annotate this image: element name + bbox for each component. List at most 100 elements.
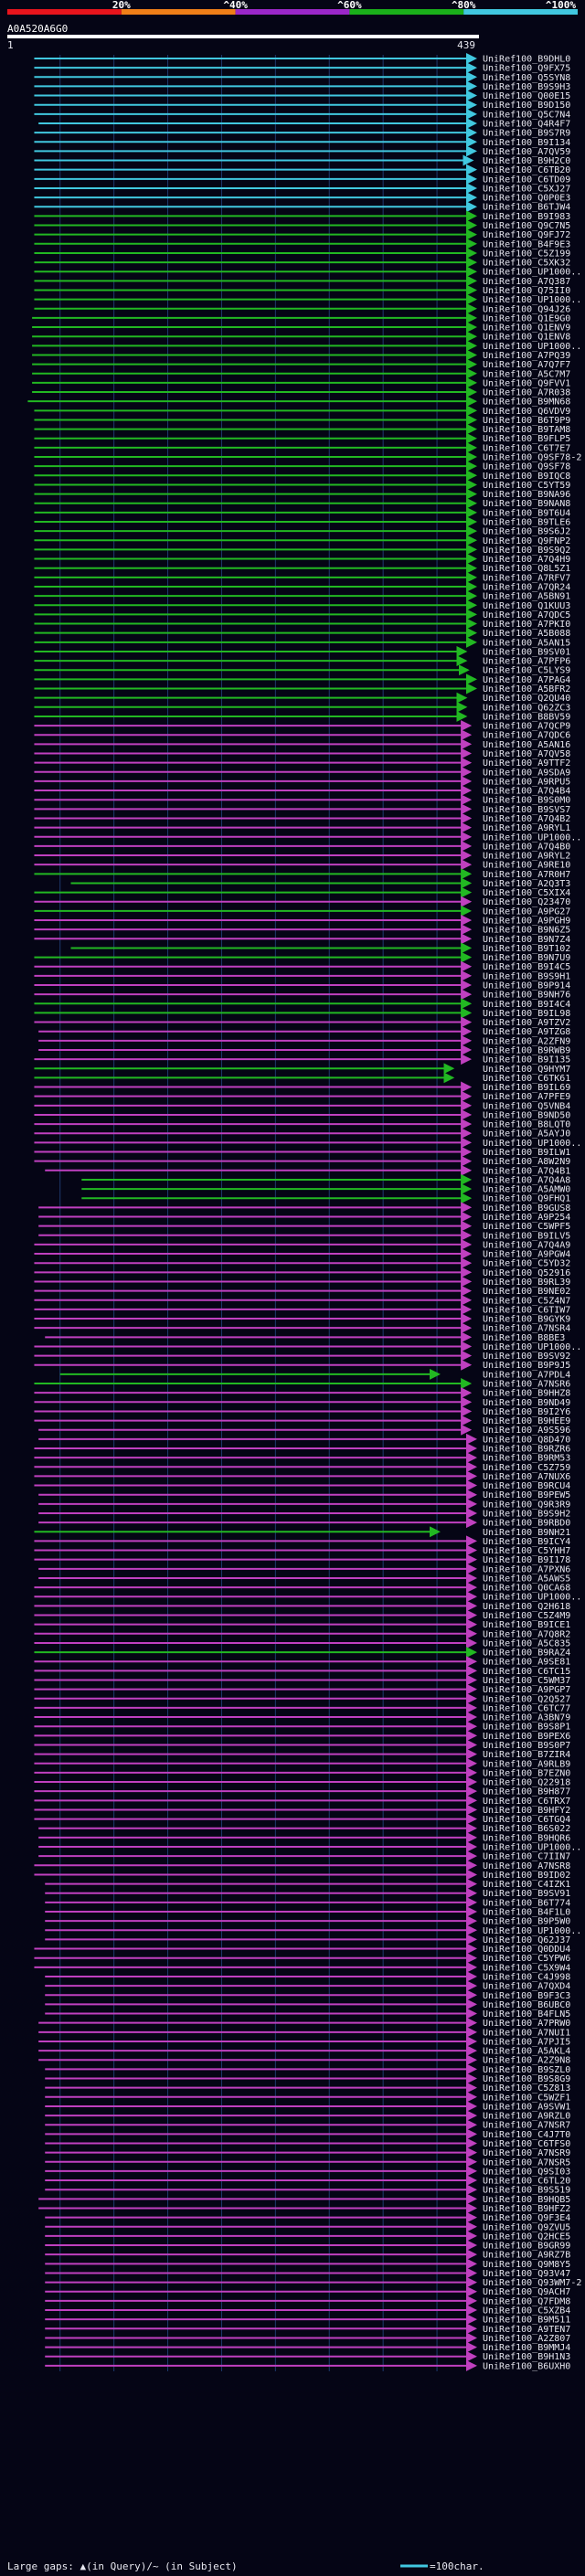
hit-label[interactable]: UniRef100_B9NA96	[483, 490, 570, 500]
hit-label[interactable]: UniRef100_Q9FHQ1	[483, 1194, 570, 1204]
hit-row[interactable]: UniRef100_B9S9H3	[34, 80, 570, 92]
hit-row[interactable]: UniRef100_B9M511	[45, 2314, 570, 2326]
hit-label[interactable]: UniRef100_A7PRW0	[483, 2019, 570, 2029]
hit-label[interactable]: UniRef100_Q9FJ72	[483, 230, 570, 240]
hit-label[interactable]: UniRef100_C6TC77	[483, 1703, 570, 1713]
hit-label[interactable]: UniRef100_B9H877	[483, 1787, 570, 1797]
hit-label[interactable]: UniRef100_A9SVW1	[483, 2102, 570, 2112]
hit-row[interactable]: UniRef100_B9HQB5	[38, 2193, 570, 2205]
hit-label[interactable]: UniRef100_Q9M8Y5	[483, 2260, 570, 2270]
hit-row[interactable]: UniRef100_A9PGW4	[34, 1248, 570, 1260]
hit-row[interactable]: UniRef100_Q9FVV1	[32, 376, 570, 388]
hit-row[interactable]: UniRef100_A9RZL0	[45, 2110, 570, 2122]
hit-label[interactable]: UniRef100_B9S8P1	[483, 1723, 570, 1733]
hit-label[interactable]: UniRef100_Q1ENV8	[483, 333, 570, 343]
hit-label[interactable]: UniRef100_B9NH21	[483, 1528, 570, 1538]
hit-label[interactable]: UniRef100_B9N7Z4	[483, 935, 570, 945]
hit-row[interactable]: UniRef100_Q5C7N4	[34, 108, 570, 120]
hit-label[interactable]: UniRef100_B9GR99	[483, 2242, 570, 2252]
hit-label[interactable]: UniRef100_B9HEE9	[483, 1416, 570, 1426]
hit-row[interactable]: UniRef100_A9RZ7B	[45, 2249, 570, 2261]
hit-label[interactable]: UniRef100_B7EZN0	[483, 1768, 570, 1778]
hit-row[interactable]: UniRef100_B9ILV5	[38, 1229, 570, 1241]
hit-row[interactable]: UniRef100_A9PGP7	[34, 1683, 570, 1695]
hit-row[interactable]: UniRef100_B4F9E3	[34, 238, 570, 249]
hit-row[interactable]: UniRef100_A7PAG4	[34, 673, 570, 685]
hit-label[interactable]: UniRef100_B9ILV5	[483, 1231, 570, 1241]
hit-row[interactable]: UniRef100_B9ICY4	[34, 1535, 570, 1547]
hit-row[interactable]: UniRef100_B9NAN8	[34, 497, 570, 509]
hit-row[interactable]: UniRef100_A9SVW1	[45, 2100, 570, 2112]
hit-label[interactable]: UniRef100_B9M511	[483, 2316, 570, 2326]
hit-row[interactable]: UniRef100_A7R0H7	[34, 868, 570, 880]
hit-label[interactable]: UniRef100_B9RBD0	[483, 1519, 570, 1529]
hit-label[interactable]: UniRef100_A5BN91	[483, 592, 570, 602]
hit-row[interactable]: UniRef100_Q9FJ72	[34, 228, 570, 240]
hit-label[interactable]: UniRef100_A9RLB9	[483, 1759, 570, 1769]
hit-label[interactable]: UniRef100_C5XK32	[483, 259, 570, 269]
hit-row[interactable]: UniRef100_A7QCP9	[34, 720, 570, 732]
hit-row[interactable]: UniRef100_Q9SF78-2	[34, 451, 581, 463]
hit-row[interactable]: UniRef100_Q62ZC3	[34, 701, 570, 713]
hit-row[interactable]: UniRef100_B9PEW5	[38, 1489, 570, 1500]
hit-row[interactable]: UniRef100_A9RE10	[34, 859, 570, 871]
hit-label[interactable]: UniRef100_Q9FVV1	[483, 378, 570, 388]
hit-label[interactable]: UniRef100_A5C7M7	[483, 369, 570, 379]
hit-label[interactable]: UniRef100_B9RZR6	[483, 1445, 570, 1455]
hit-row[interactable]: UniRef100_A9TZV2	[34, 1016, 570, 1028]
hit-row[interactable]: UniRef100_B6T9P9	[34, 414, 570, 426]
hit-row[interactable]: UniRef100_Q00E15	[34, 90, 570, 101]
hit-row[interactable]: UniRef100_B6UXH0	[45, 2359, 570, 2371]
hit-row[interactable]: UniRef100_C5YPW6	[34, 1952, 570, 1964]
hit-label[interactable]: UniRef100_C5WM37	[483, 1676, 570, 1686]
hit-row[interactable]: UniRef100_A9PGH9	[34, 915, 570, 927]
hit-label[interactable]: UniRef100_B9TLE6	[483, 518, 570, 528]
hit-row[interactable]: UniRef100_C5LYS9	[34, 664, 570, 676]
hit-row[interactable]: UniRef100_A5BN91	[34, 590, 570, 602]
hit-row[interactable]: UniRef100_B9S0M0	[34, 794, 570, 806]
hit-label[interactable]: UniRef100_Q7FDM8	[483, 2296, 570, 2306]
hit-row[interactable]: UniRef100_Q5VNB4	[34, 1099, 570, 1111]
hit-label[interactable]: UniRef100_B4FLN5	[483, 2009, 570, 2019]
hit-row[interactable]: UniRef100_B9TLE6	[34, 516, 570, 528]
hit-label[interactable]: UniRef100_B9H2C0	[483, 156, 570, 166]
hit-label[interactable]: UniRef100_B9NH76	[483, 991, 570, 1001]
hit-label[interactable]: UniRef100_B9P914	[483, 981, 570, 991]
hit-label[interactable]: UniRef100_C4J998	[483, 1972, 570, 1982]
hit-label[interactable]: UniRef100_A9TZV2	[483, 1018, 570, 1028]
hit-row[interactable]: UniRef100_B9I983	[34, 210, 570, 222]
hit-row[interactable]: UniRef100_Q93V47	[45, 2267, 570, 2279]
hit-label[interactable]: UniRef100_Q5VNB4	[483, 1101, 570, 1111]
hit-row[interactable]: UniRef100_B9TAM8	[34, 423, 570, 435]
hit-label[interactable]: UniRef100_A7QDC6	[483, 731, 570, 741]
hit-row[interactable]: UniRef100_C6TGQ4	[34, 1813, 570, 1825]
hit-label[interactable]: UniRef100_Q5C7N4	[483, 110, 570, 120]
hit-label[interactable]: UniRef100_C6TL20	[483, 2177, 570, 2187]
hit-row[interactable]: UniRef100_B9S6J2	[34, 525, 570, 537]
hit-label[interactable]: UniRef100_Q9F3E4	[483, 2213, 570, 2223]
hit-label[interactable]: UniRef100_UP1000..	[483, 1342, 581, 1352]
hit-label[interactable]: UniRef100_B6T9P9	[483, 416, 570, 426]
hit-row[interactable]: UniRef100_A2Z807	[45, 2332, 570, 2344]
hit-row[interactable]: UniRef100_A7Q4B2	[34, 812, 570, 824]
hit-label[interactable]: UniRef100_B9S9H1	[483, 971, 570, 981]
hit-label[interactable]: UniRef100_B9FLP5	[483, 434, 570, 444]
hit-row[interactable]: UniRef100_B9SV91	[45, 1887, 570, 1899]
hit-row[interactable]: UniRef100_B4FLN5	[45, 2008, 570, 2019]
hit-row[interactable]: UniRef100_C5XK32	[34, 257, 570, 269]
hit-row[interactable]: UniRef100_A5C835	[34, 1637, 570, 1648]
hit-row[interactable]: UniRef100_A5AMW0	[81, 1183, 570, 1195]
hit-label[interactable]: UniRef100_B4F1L0	[483, 1908, 570, 1918]
hit-row[interactable]: UniRef100_C5WPF5	[38, 1220, 570, 1232]
hit-label[interactable]: UniRef100_A9PGP7	[483, 1685, 570, 1695]
hit-label[interactable]: UniRef100_C4IZK1	[483, 1880, 570, 1890]
hit-label[interactable]: UniRef100_B9S9H2	[483, 1509, 570, 1519]
hit-label[interactable]: UniRef100_A8W2N9	[483, 1157, 570, 1167]
hit-label[interactable]: UniRef100_C5X9W4	[483, 1963, 570, 1973]
hit-row[interactable]: UniRef100_A2ZFN9	[38, 1034, 570, 1046]
hit-row[interactable]: UniRef100_A7PDL4	[59, 1368, 571, 1380]
hit-row[interactable]: UniRef100_A7Q4A8	[81, 1173, 570, 1185]
hit-row[interactable]: UniRef100_C6TIW7	[34, 1303, 570, 1315]
hit-row[interactable]: UniRef100_B9GUS8	[38, 1202, 570, 1214]
hit-label[interactable]: UniRef100_A7R0H7	[483, 870, 570, 880]
